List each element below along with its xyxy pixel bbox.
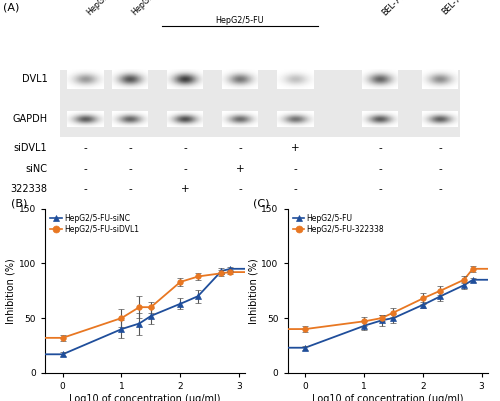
Text: -: - (83, 164, 87, 174)
Text: HepG2/5-FU: HepG2/5-FU (216, 16, 264, 24)
Text: +: + (290, 143, 300, 153)
Text: -: - (378, 143, 382, 153)
Text: -: - (183, 143, 187, 153)
X-axis label: Log10 of concentration (μg/ml): Log10 of concentration (μg/ml) (69, 394, 221, 401)
Text: GAPDH: GAPDH (12, 114, 48, 124)
Text: HepG2: HepG2 (85, 0, 110, 16)
Text: (C): (C) (254, 198, 270, 209)
Text: -: - (128, 164, 132, 174)
Text: +: + (180, 184, 190, 194)
Text: siNC: siNC (26, 164, 48, 174)
Text: -: - (293, 164, 297, 174)
Text: -: - (438, 164, 442, 174)
Legend: HepG2/5-FU-siNC, HepG2/5-FU-siDVL1: HepG2/5-FU-siNC, HepG2/5-FU-siDVL1 (49, 213, 140, 236)
X-axis label: Log10 of concentration (μg/ml): Log10 of concentration (μg/ml) (312, 394, 463, 401)
Y-axis label: Inhibition (%): Inhibition (%) (6, 258, 16, 324)
Text: -: - (438, 184, 442, 194)
Text: -: - (83, 143, 87, 153)
Text: -: - (83, 184, 87, 194)
Text: -: - (128, 143, 132, 153)
Text: HepG2/5-FU: HepG2/5-FU (130, 0, 170, 16)
Text: -: - (128, 184, 132, 194)
Text: DVL1: DVL1 (22, 74, 48, 84)
Text: -: - (378, 164, 382, 174)
Y-axis label: Inhibition (%): Inhibition (%) (248, 258, 258, 324)
Bar (60, 69, 460, 137)
Text: -: - (238, 143, 242, 153)
Text: 322338: 322338 (10, 184, 48, 194)
Text: +: + (236, 164, 244, 174)
Text: (B): (B) (11, 198, 28, 209)
Text: (A): (A) (2, 2, 19, 12)
Legend: HepG2/5-FU, HepG2/5-FU-322338: HepG2/5-FU, HepG2/5-FU-322338 (292, 213, 386, 236)
Text: -: - (183, 164, 187, 174)
Text: -: - (438, 143, 442, 153)
Text: BEL-7402/5-FU: BEL-7402/5-FU (380, 0, 428, 16)
Text: BEL-7402: BEL-7402 (440, 0, 473, 16)
Text: -: - (238, 184, 242, 194)
Text: -: - (378, 184, 382, 194)
Text: siDVL1: siDVL1 (14, 143, 48, 153)
Text: -: - (293, 184, 297, 194)
